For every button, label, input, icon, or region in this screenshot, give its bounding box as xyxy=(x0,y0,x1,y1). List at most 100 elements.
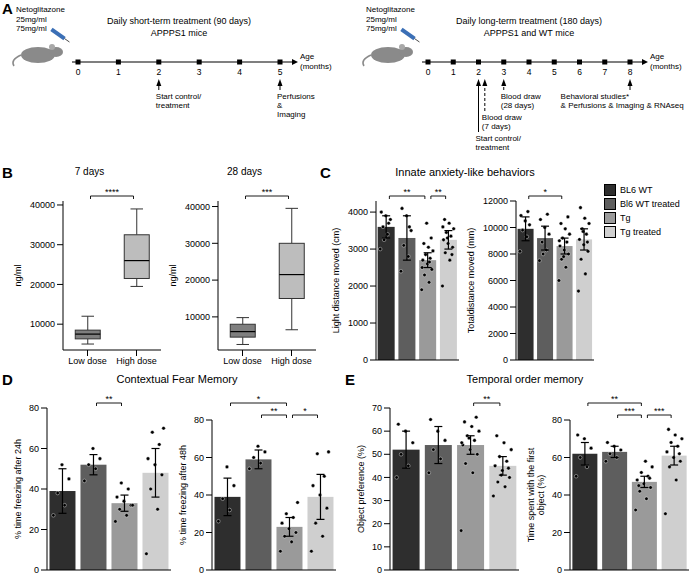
svg-text:High dose: High dose xyxy=(271,356,312,366)
svg-text:6: 6 xyxy=(577,67,582,77)
svg-text:0: 0 xyxy=(557,565,562,575)
svg-text:12000: 12000 xyxy=(483,196,508,206)
svg-text:4000: 4000 xyxy=(348,207,368,217)
svg-text:1000: 1000 xyxy=(348,318,368,328)
svg-text:2: 2 xyxy=(476,67,481,77)
svg-text:0: 0 xyxy=(377,565,382,575)
svg-text:50: 50 xyxy=(372,449,382,459)
svg-text:Blood draw: Blood draw xyxy=(501,92,541,101)
svg-text:Age: Age xyxy=(300,52,315,61)
svg-text:***: *** xyxy=(654,406,665,416)
svg-text:ng/ml: ng/ml xyxy=(13,264,23,286)
svg-text:Imaging: Imaging xyxy=(277,110,305,119)
svg-text:25mg/ml: 25mg/ml xyxy=(366,15,397,24)
svg-text:75mg/ml: 75mg/ml xyxy=(16,24,47,33)
svg-text:Daily short-term treatment (90: Daily short-term treatment (90 days) xyxy=(107,16,251,26)
svg-text:20000: 20000 xyxy=(185,275,210,285)
svg-text:4: 4 xyxy=(527,67,532,77)
svg-text:0: 0 xyxy=(76,67,81,77)
svg-text:30000: 30000 xyxy=(185,239,210,249)
svg-text:20: 20 xyxy=(194,528,204,538)
svg-text:**: ** xyxy=(435,187,443,197)
svg-text:40000: 40000 xyxy=(185,202,210,212)
svg-text:1: 1 xyxy=(451,67,456,77)
svg-text:1: 1 xyxy=(116,67,121,77)
svg-text:Light distance moved (cm): Light distance moved (cm) xyxy=(331,228,341,334)
svg-text:(28 days): (28 days) xyxy=(501,101,535,110)
svg-text:object (%): object (%) xyxy=(536,475,546,516)
svg-text:4: 4 xyxy=(237,67,242,77)
svg-text:80: 80 xyxy=(29,403,39,413)
svg-text:*: * xyxy=(543,187,547,197)
svg-text:*: * xyxy=(303,406,307,416)
svg-text:25mg/ml: 25mg/ml xyxy=(16,15,47,24)
svg-text:20: 20 xyxy=(29,525,39,535)
svg-text:Netoglitazone: Netoglitazone xyxy=(366,5,415,14)
svg-text:treatment: treatment xyxy=(476,143,511,152)
svg-text:Low dose: Low dose xyxy=(68,356,107,366)
svg-text:7: 7 xyxy=(602,67,607,77)
svg-text:Netoglitazone: Netoglitazone xyxy=(16,5,65,14)
svg-text:% time freezing after 24h: % time freezing after 24h xyxy=(13,439,23,539)
svg-text:10: 10 xyxy=(372,542,382,552)
svg-text:80: 80 xyxy=(552,415,562,425)
svg-text:****: **** xyxy=(105,187,120,197)
svg-text:20: 20 xyxy=(372,519,382,529)
svg-text:APPPS1 and WT mice: APPPS1 and WT mice xyxy=(484,28,574,38)
svg-text:% time freezing after 48h: % time freezing after 48h xyxy=(178,445,188,545)
svg-text:(7 days): (7 days) xyxy=(482,122,511,131)
svg-text:4000: 4000 xyxy=(488,302,508,312)
svg-text:***: *** xyxy=(624,406,635,416)
svg-text:Start control/: Start control/ xyxy=(156,92,202,101)
svg-text:70: 70 xyxy=(372,403,382,413)
svg-text:2000: 2000 xyxy=(488,329,508,339)
svg-text:2000: 2000 xyxy=(348,281,368,291)
svg-text:Age: Age xyxy=(650,52,665,61)
svg-text:0: 0 xyxy=(426,67,431,77)
svg-text:60: 60 xyxy=(552,453,562,463)
svg-text:**: ** xyxy=(270,406,278,416)
svg-text:10000: 10000 xyxy=(185,312,210,322)
svg-text:3: 3 xyxy=(501,67,506,77)
svg-text:**: ** xyxy=(611,394,619,404)
svg-text:30000: 30000 xyxy=(30,240,55,250)
svg-text:0: 0 xyxy=(363,355,368,365)
svg-text:Perfusions: Perfusions xyxy=(277,92,315,101)
svg-text:**: ** xyxy=(483,394,491,404)
svg-text:40: 40 xyxy=(552,490,562,500)
svg-text:60: 60 xyxy=(372,426,382,436)
svg-text:Object preference (%): Object preference (%) xyxy=(356,445,366,533)
svg-text:Totaldistance moved (mm): Totaldistance moved (mm) xyxy=(466,228,476,334)
svg-text:8000: 8000 xyxy=(488,249,508,259)
svg-text:20: 20 xyxy=(552,528,562,538)
svg-text:&: & xyxy=(277,101,283,110)
svg-text:Daily long-term treatment (180: Daily long-term treatment (180 days) xyxy=(456,16,602,26)
svg-text:ng/ml: ng/ml xyxy=(168,264,178,286)
svg-text:40: 40 xyxy=(194,490,204,500)
svg-text:30: 30 xyxy=(372,496,382,506)
svg-text:**: ** xyxy=(404,187,412,197)
svg-text:Start control/: Start control/ xyxy=(476,134,522,143)
svg-text:3: 3 xyxy=(197,67,202,77)
svg-text:(months): (months) xyxy=(300,62,332,71)
svg-text:0: 0 xyxy=(199,565,204,575)
svg-text:60: 60 xyxy=(29,444,39,454)
svg-text:20000: 20000 xyxy=(30,280,55,290)
svg-text:Time spent with the first: Time spent with the first xyxy=(526,447,536,542)
svg-text:treatment: treatment xyxy=(156,101,191,110)
svg-text:Low dose: Low dose xyxy=(223,356,262,366)
svg-text:0: 0 xyxy=(34,565,39,575)
svg-text:8: 8 xyxy=(628,67,633,77)
svg-text:APPPS1 mice: APPPS1 mice xyxy=(151,28,208,38)
svg-text:40: 40 xyxy=(29,484,39,494)
svg-text:& Perfusions & Imaging & RNAse: & Perfusions & Imaging & RNAseq xyxy=(561,101,684,110)
svg-text:80: 80 xyxy=(194,415,204,425)
svg-text:*: * xyxy=(257,394,261,404)
svg-text:Blood draw: Blood draw xyxy=(482,113,522,122)
svg-text:(months): (months) xyxy=(650,62,682,71)
svg-text:60: 60 xyxy=(194,453,204,463)
svg-text:High dose: High dose xyxy=(116,356,157,366)
svg-text:40000: 40000 xyxy=(30,200,55,210)
svg-text:***: *** xyxy=(262,187,273,197)
svg-text:5: 5 xyxy=(278,67,283,77)
